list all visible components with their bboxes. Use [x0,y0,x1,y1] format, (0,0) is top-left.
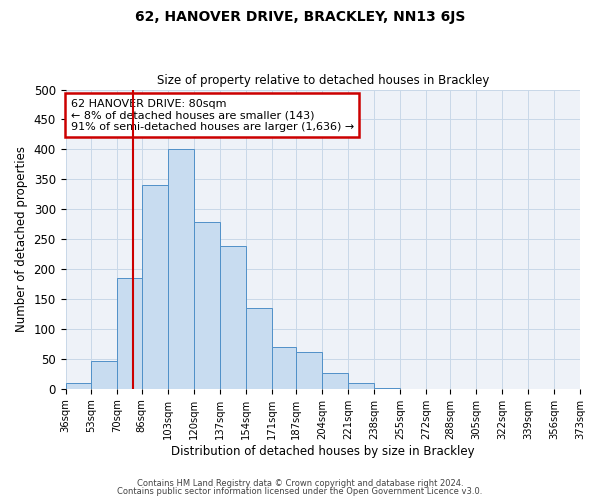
Bar [194,222,220,389]
Bar [348,383,374,389]
Bar [296,352,322,389]
Bar [374,388,400,389]
Title: Size of property relative to detached houses in Brackley: Size of property relative to detached ho… [157,74,489,87]
Bar [245,308,272,389]
Bar [220,246,245,389]
Bar [65,383,91,389]
Bar [168,150,194,389]
Bar [142,186,168,389]
Text: Contains public sector information licensed under the Open Government Licence v3: Contains public sector information licen… [118,487,482,496]
Bar [580,388,600,389]
X-axis label: Distribution of detached houses by size in Brackley: Distribution of detached houses by size … [171,444,475,458]
Y-axis label: Number of detached properties: Number of detached properties [15,146,28,332]
Text: Contains HM Land Registry data © Crown copyright and database right 2024.: Contains HM Land Registry data © Crown c… [137,478,463,488]
Bar [272,347,296,389]
Bar [91,360,118,389]
Bar [118,278,142,389]
Text: 62, HANOVER DRIVE, BRACKLEY, NN13 6JS: 62, HANOVER DRIVE, BRACKLEY, NN13 6JS [135,10,465,24]
Text: 62 HANOVER DRIVE: 80sqm
← 8% of detached houses are smaller (143)
91% of semi-de: 62 HANOVER DRIVE: 80sqm ← 8% of detached… [71,98,354,132]
Bar [322,374,348,389]
